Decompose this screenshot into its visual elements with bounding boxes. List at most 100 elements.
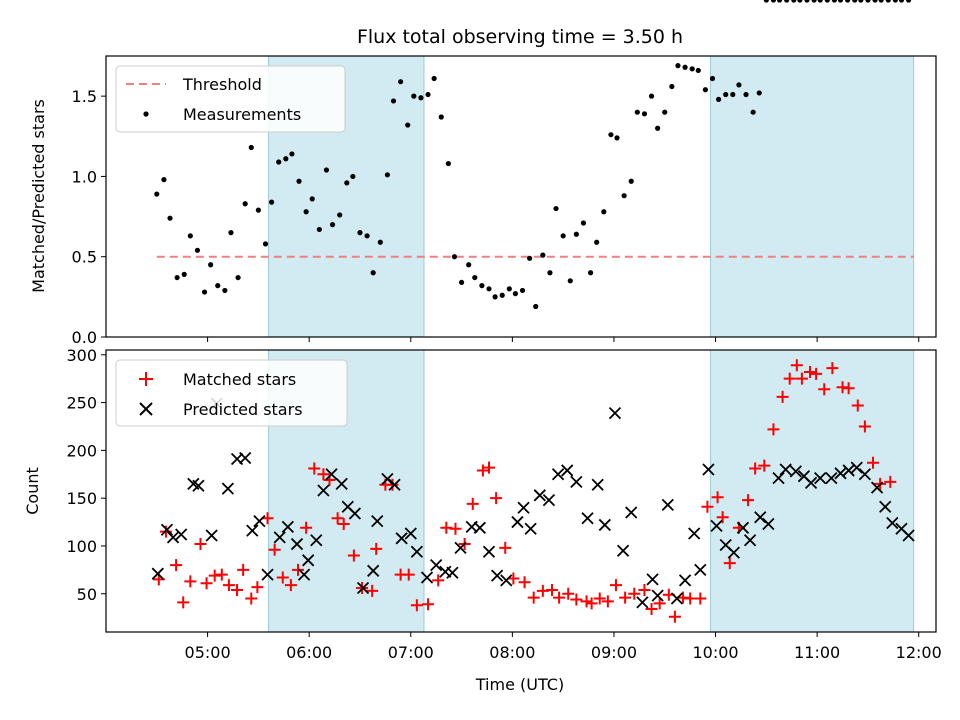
matched-star-point [545, 583, 558, 596]
predicted-star-point [290, 537, 304, 551]
measurement-point [709, 75, 716, 82]
measurement-point [438, 114, 444, 120]
measurement-point [784, 0, 790, 3]
predicted-star-point [239, 451, 252, 465]
matched-star-point [716, 511, 729, 524]
shaded-interval-2 [709, 55, 915, 338]
predicted-star-point [710, 519, 723, 533]
measurement-point [309, 196, 315, 202]
measurement-point [215, 283, 221, 289]
matched-star-point [237, 563, 250, 576]
matched-star-point [585, 597, 598, 610]
predicted-star-point [727, 546, 740, 559]
measurement-point [560, 233, 566, 239]
matched-star-point [570, 593, 583, 606]
predicted-star-point [410, 545, 424, 558]
predicted-star-point [325, 468, 338, 481]
bottom-panel: 50 100 150 200 250 300 05:00 06:00 07:00 08:00 09… [23, 346, 942, 694]
measurement-point [824, 0, 830, 3]
measurement-point [289, 151, 295, 157]
matched-star-point [200, 577, 213, 590]
predicted-star-point [297, 568, 311, 581]
predicted-star-point [371, 514, 384, 528]
measurement-point [898, 0, 905, 3]
predicted-star-point [335, 477, 348, 490]
y-tick-label: 300 [66, 346, 97, 365]
matched-star-point [276, 571, 289, 584]
x-tick-label: 10:00 [692, 643, 738, 662]
predicted-star-point [870, 481, 884, 494]
predicted-star-point [542, 493, 556, 507]
measurement-point [804, 0, 810, 3]
matched-star-point [749, 462, 762, 475]
predicted-star-point [253, 514, 266, 528]
matched-star-point [684, 592, 697, 605]
measurement-point [852, 0, 858, 3]
measurement-point [283, 156, 289, 162]
predicted-star-point [517, 501, 530, 514]
measurement-point [662, 109, 668, 115]
predicted-star-point [678, 574, 692, 587]
predicted-star-point [395, 532, 408, 545]
matched-star-point [804, 365, 817, 378]
matched-star-point [347, 549, 360, 562]
measurement-point [628, 178, 634, 184]
matched-star-point [177, 596, 190, 609]
predicted-star-point [175, 528, 188, 541]
predicted-star-point [886, 516, 899, 530]
predicted-star-point [834, 467, 847, 480]
bottom-panel-legend: Matched stars Predicted stars [115, 359, 348, 427]
measurement-point [276, 159, 282, 165]
measurement-point [553, 205, 559, 212]
measurement-point [466, 262, 472, 268]
x-axis-title: Time (UTC) [475, 675, 564, 694]
measurement-point [337, 212, 343, 218]
matched-star-point [601, 595, 614, 608]
matched-star-point [553, 591, 566, 604]
predicted-star-point [490, 569, 504, 582]
measurement-point [858, 0, 864, 3]
measurement-point [344, 180, 350, 186]
measurement-point [527, 255, 533, 261]
measurement-point [357, 230, 363, 236]
predicted-star-point [166, 531, 180, 544]
predicted-star-point [858, 468, 872, 481]
measurement-point [770, 0, 777, 3]
matched-star-point [783, 372, 796, 385]
measurement-point [451, 254, 458, 260]
measurements-series [154, 0, 912, 310]
matched-star-point [653, 597, 666, 610]
predicted-star-point [430, 558, 443, 572]
predicted-star-point [661, 498, 674, 511]
matched-stars-legend-label: Matched stars [183, 370, 296, 389]
predicted-star-point [221, 482, 235, 495]
measurement-point [248, 144, 254, 151]
predicted-star-point [570, 475, 583, 489]
bottom-legend-box [115, 359, 348, 427]
y-tick-label: 250 [66, 394, 97, 413]
predicted-star-point [454, 541, 467, 555]
measurement-point [187, 233, 193, 239]
predicted-star-point [598, 518, 611, 532]
predicted-star-point [581, 512, 594, 525]
measurement-point [715, 96, 722, 102]
matched-star-point [245, 592, 258, 605]
measurement-point [499, 292, 505, 298]
measurement-point [154, 191, 160, 197]
measurement-point [242, 201, 248, 207]
matched-star-point [300, 521, 313, 534]
predicted-star-point [261, 568, 274, 581]
measurement-point [323, 167, 330, 173]
measurement-point [486, 286, 492, 292]
y-tick-label: 100 [66, 537, 97, 556]
measurement-point [228, 230, 234, 236]
predicted-stars-legend-label: Predicted stars [183, 400, 303, 419]
measurement-point [573, 231, 579, 237]
matched-star-point [884, 475, 897, 488]
matched-star-point [619, 591, 632, 604]
measurement-point [208, 262, 214, 268]
measurement-point [905, 0, 912, 3]
measurement-point [695, 67, 701, 74]
matched-star-point [337, 517, 350, 530]
x-tick-label: 06:00 [286, 643, 332, 662]
